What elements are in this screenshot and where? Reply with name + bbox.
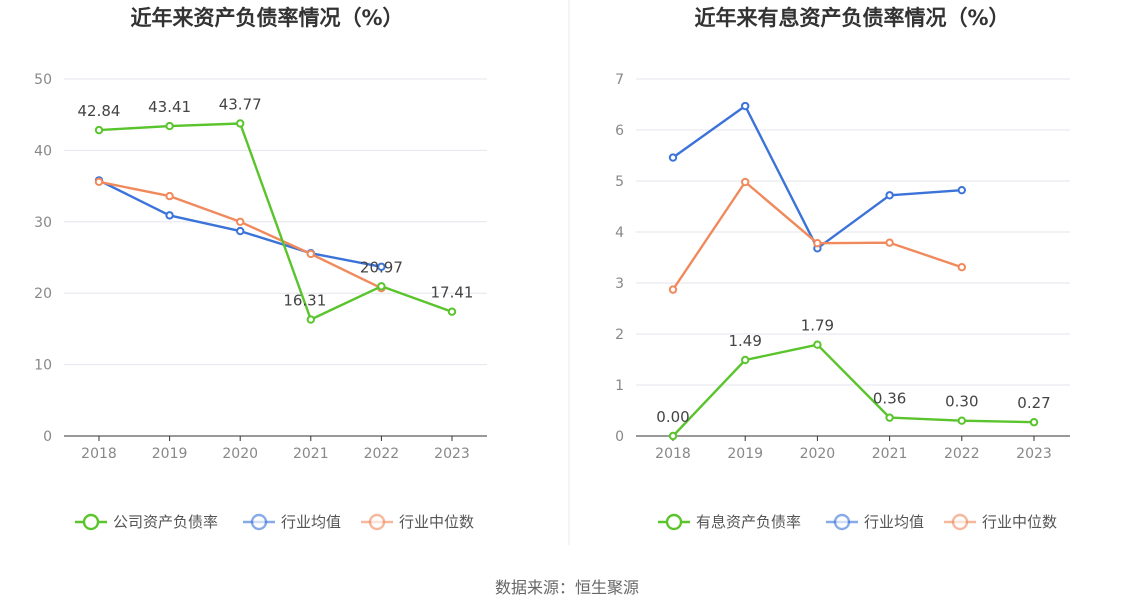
y-tick-label: 50 (34, 72, 52, 88)
data-label: 0.00 (656, 408, 689, 426)
data-label: 17.41 (431, 284, 474, 302)
chart-title: 近年来有息资产负债率情况（%） (694, 6, 1009, 30)
legend-label: 行业中位数 (982, 513, 1057, 531)
data-point (236, 119, 245, 128)
data-point (377, 282, 386, 291)
series-line-0 (672, 343, 1035, 437)
legend-label: 公司资产负债率 (113, 513, 218, 531)
data-point (741, 177, 750, 187)
x-tick-label: 2023 (434, 446, 470, 462)
series-line-2 (672, 180, 963, 291)
data-point (668, 431, 678, 441)
data-point (741, 101, 750, 111)
x-tick-label: 2022 (944, 446, 980, 462)
data-point (957, 262, 966, 272)
chart-panel-debt-ratio: 近年来资产负债率情况（%） 0 10 20 30 40 50 2018 2019 2020 2021… (34, 6, 487, 531)
data-point (957, 416, 966, 425)
chart-panel-interest-debt-ratio: 近年来有息资产负债率情况（%） 0 1 2 3 4 5 6 7 2018 2019 2020 2021 2… (615, 6, 1070, 531)
y-tick-label: 10 (34, 358, 52, 374)
x-tick-label: 2022 (364, 446, 400, 462)
data-label: 0.36 (873, 390, 906, 408)
data-label: 0.30 (945, 393, 978, 411)
y-tick-label: 5 (615, 174, 624, 190)
data-label: 0.27 (1017, 394, 1050, 412)
y-tick-label: 3 (615, 276, 624, 292)
data-point (94, 177, 104, 187)
y-tick-label: 7 (615, 72, 624, 88)
data-point (1029, 418, 1039, 427)
legend-marker (250, 513, 268, 531)
y-tick-label: 40 (34, 143, 52, 159)
data-point (957, 185, 966, 195)
data-label: 16.31 (283, 292, 326, 310)
y-tick-label: 0 (43, 429, 52, 445)
data-point (885, 191, 894, 200)
chart-title: 近年来资产负债率情况（%） (130, 6, 403, 30)
x-tick-label: 2023 (1016, 446, 1052, 462)
data-point (236, 217, 245, 227)
data-point (165, 121, 174, 131)
data-label: 42.84 (78, 102, 121, 120)
data-point (813, 340, 822, 349)
data-point (668, 153, 678, 162)
y-tick-label: 30 (34, 215, 52, 231)
x-tick-label: 2018 (81, 446, 117, 462)
data-point (885, 238, 894, 247)
legend-marker (833, 513, 851, 531)
y-tick-label: 6 (615, 123, 624, 139)
legend-label: 有息资产负债率 (696, 513, 801, 531)
x-tick-label: 2018 (655, 446, 691, 462)
data-point (447, 307, 457, 316)
data-point (165, 211, 174, 220)
data-point (306, 249, 315, 259)
data-point (94, 125, 104, 135)
data-label: 20.97 (360, 258, 403, 276)
data-point (668, 285, 678, 294)
y-tick-label: 0 (615, 429, 624, 445)
legend-marker (951, 513, 969, 531)
y-tick-label: 20 (34, 286, 52, 302)
legend-label: 行业均值 (281, 513, 341, 531)
y-tick-label: 1 (615, 378, 624, 394)
x-tick-label: 2021 (293, 446, 329, 462)
data-point (741, 355, 750, 365)
x-tick-label: 2019 (727, 446, 763, 462)
legend-marker (82, 513, 100, 531)
x-tick-label: 2020 (800, 446, 836, 462)
data-label: 1.49 (728, 332, 761, 350)
x-tick-label: 2019 (152, 446, 188, 462)
data-point (165, 191, 174, 201)
data-point (236, 226, 245, 236)
data-label: 43.77 (219, 95, 262, 113)
legend-label: 行业中位数 (399, 513, 474, 531)
data-point (885, 413, 894, 422)
y-tick-label: 2 (615, 327, 624, 343)
x-tick-label: 2021 (872, 446, 908, 462)
legend-marker (368, 513, 386, 531)
data-point (813, 239, 822, 248)
legend-marker (665, 513, 683, 531)
data-source-note: 数据来源：恒生聚源 (495, 578, 639, 597)
x-tick-label: 2020 (222, 446, 258, 462)
data-label: 43.41 (148, 98, 191, 116)
data-point (377, 262, 386, 271)
y-tick-label: 4 (615, 225, 624, 241)
series-line-0 (98, 122, 453, 321)
legend-label: 行业均值 (864, 513, 924, 531)
data-label: 1.79 (801, 317, 834, 335)
data-point (306, 315, 315, 324)
